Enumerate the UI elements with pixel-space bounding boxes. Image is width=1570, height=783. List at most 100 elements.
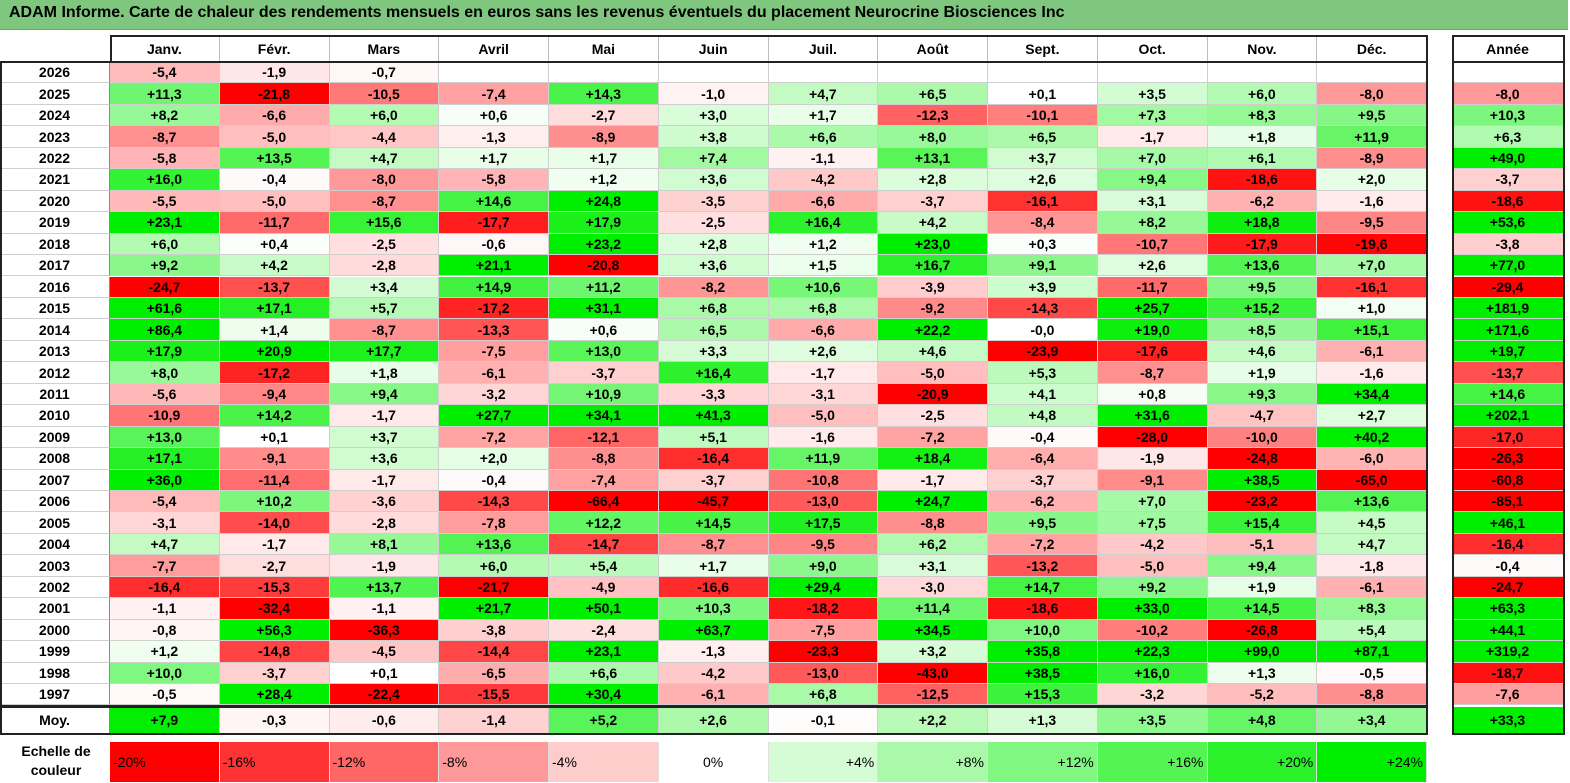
- heatmap-cell: +14,5: [1207, 598, 1318, 620]
- heatmap-cell: -18,6: [988, 598, 1098, 620]
- heatmap-cell: +24,8: [549, 190, 659, 213]
- year-label: 2010: [0, 405, 110, 427]
- average-cell: +7,9: [110, 706, 220, 734]
- heatmap-cell: +12,2: [549, 512, 659, 534]
- heatmap-cell: +17,7: [329, 340, 440, 363]
- heatmap-cell: -17,6: [1097, 340, 1208, 363]
- year-label: 2020: [0, 190, 110, 213]
- heatmap-cell: +1,9: [1207, 576, 1318, 599]
- color-scale-step: -12%: [329, 742, 440, 782]
- year-label: 2012: [0, 362, 110, 384]
- heatmap-cell: +7,5: [1097, 512, 1208, 534]
- heatmap-cell: -23,3: [768, 641, 879, 663]
- annual-cell: +49,0: [1452, 147, 1564, 170]
- heatmap-cell: -1,1: [329, 598, 440, 620]
- heatmap-cell: +6,6: [549, 662, 659, 685]
- year-label: 1997: [0, 684, 110, 706]
- heatmap-cell: -5,8: [439, 169, 549, 191]
- heatmap-cell: +14,5: [658, 512, 769, 534]
- annual-cell: -3,7: [1452, 169, 1564, 191]
- heatmap-cell: -8,7: [658, 533, 769, 556]
- heatmap-cell: -2,8: [329, 255, 440, 277]
- heatmap-cell: -20,8: [549, 255, 659, 277]
- heatmap-cell: -4,7: [1207, 405, 1318, 427]
- heatmap-cell: -15,5: [439, 684, 549, 706]
- heatmap-cell: -3,3: [658, 383, 769, 406]
- heatmap-cell: +2,6: [768, 340, 879, 363]
- average-cell: -1,4: [439, 706, 549, 734]
- heatmap-cell: -15,3: [219, 576, 330, 599]
- heatmap-cell: -8,7: [329, 190, 440, 213]
- heatmap-cell: +16,4: [658, 362, 769, 384]
- heatmap-cell: +0,3: [988, 233, 1098, 256]
- heatmap-cell: +99,0: [1207, 641, 1318, 663]
- color-scale-step: +16%: [1097, 742, 1208, 782]
- heatmap-cell: +14,6: [439, 190, 549, 213]
- heatmap-cell: +6,5: [878, 83, 988, 105]
- heatmap-cell: +6,0: [439, 555, 549, 577]
- heatmap-cell: -0,4: [219, 169, 330, 191]
- month-header: Mars: [329, 36, 440, 62]
- heatmap-cell: -0,5: [110, 684, 220, 706]
- heatmap-cell: +10,0: [110, 662, 220, 685]
- heatmap-cell: +8,0: [110, 362, 220, 384]
- heatmap-cell: +15,4: [1207, 512, 1318, 534]
- heatmap-cell: +0,1: [329, 662, 440, 685]
- heatmap-cell: -8,9: [549, 126, 659, 148]
- heatmap-cell: +4,7: [110, 533, 220, 556]
- heatmap-cell: -1,8: [1317, 555, 1427, 577]
- month-header: Avril: [439, 36, 549, 62]
- average-cell: -0,3: [219, 706, 330, 734]
- heatmap-cell: -2,5: [329, 233, 440, 256]
- heatmap-cell: +29,4: [768, 576, 879, 599]
- heatmap-cell: +8,3: [1207, 104, 1318, 127]
- annual-cell: -18,7: [1452, 662, 1564, 685]
- annual-cell: -26,3: [1452, 448, 1564, 470]
- heatmap-cell: +0,8: [1097, 383, 1208, 406]
- month-header: Févr.: [219, 36, 330, 62]
- heatmap-cell: +6,2: [878, 533, 988, 556]
- heatmap-cell: +10,0: [988, 619, 1098, 642]
- heatmap-cell: +17,9: [549, 212, 659, 234]
- heatmap-cell: +33,0: [1097, 598, 1208, 620]
- heatmap-cell: +1,5: [768, 255, 879, 277]
- heatmap-cell: -1,6: [1317, 362, 1427, 384]
- heatmap-cell: +1,2: [110, 641, 220, 663]
- heatmap-cell: +21,1: [439, 255, 549, 277]
- heatmap-cell: +4,6: [878, 340, 988, 363]
- heatmap-cell: [988, 62, 1098, 84]
- year-label: 2006: [0, 491, 110, 513]
- heatmap-cell: +9,5: [1207, 276, 1318, 298]
- heatmap-cell: -0,4: [988, 426, 1098, 449]
- heatmap-cell: -0,4: [439, 469, 549, 491]
- heatmap-cell: -5,2: [1207, 684, 1318, 706]
- color-scale-step: -16%: [219, 742, 330, 782]
- heatmap-cell: -7,8: [439, 512, 549, 534]
- heatmap-cell: -3,1: [110, 512, 220, 534]
- heatmap-cell: +34,1: [549, 405, 659, 427]
- year-label: 2016: [0, 276, 110, 298]
- color-scale-step: -20%: [110, 742, 220, 782]
- heatmap-cell: -13,2: [988, 555, 1098, 577]
- year-label: 2008: [0, 448, 110, 470]
- average-cell: +4,8: [1207, 706, 1318, 734]
- year-label: 2019: [0, 212, 110, 234]
- annual-cell: -16,4: [1452, 533, 1564, 556]
- heatmap-cell: +13,0: [110, 426, 220, 449]
- heatmap-cell: -6,1: [1317, 576, 1427, 599]
- heatmap-cell: +7,3: [1097, 104, 1208, 127]
- heatmap-cell: +2,8: [658, 233, 769, 256]
- heatmap-cell: -5,0: [878, 362, 988, 384]
- color-scale-label: Echelle de couleur: [21, 743, 91, 778]
- heatmap-cell: -8,7: [110, 126, 220, 148]
- heatmap-cell: -12,3: [878, 104, 988, 127]
- heatmap-cell: +1,7: [768, 104, 879, 127]
- heatmap-cell: -10,0: [1207, 426, 1318, 449]
- heatmap-cell: +9,0: [768, 555, 879, 577]
- heatmap-cell: +17,5: [768, 512, 879, 534]
- heatmap-cell: -17,7: [439, 212, 549, 234]
- heatmap-cell: +7,0: [1317, 255, 1427, 277]
- heatmap-cell: +40,2: [1317, 426, 1427, 449]
- average-cell: +2,6: [658, 706, 769, 734]
- annual-cell: +19,7: [1452, 340, 1564, 363]
